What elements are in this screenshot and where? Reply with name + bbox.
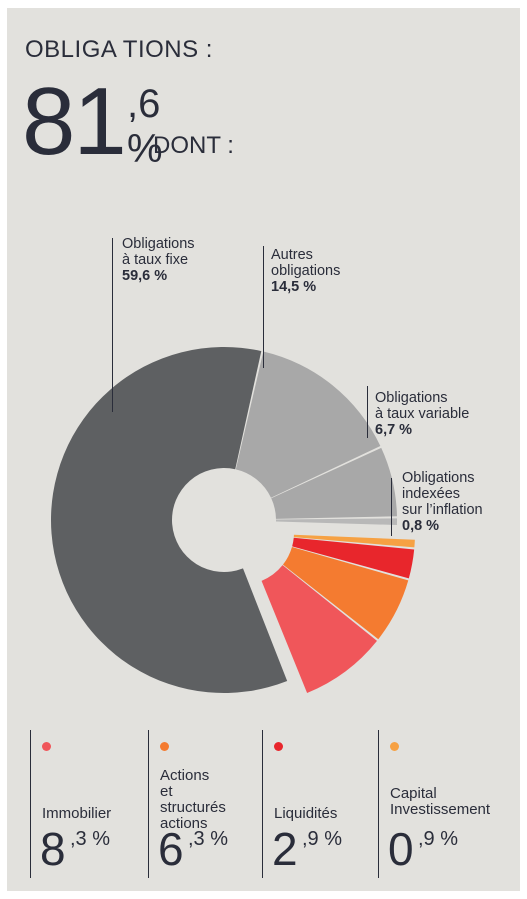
dont-label: DONT : [153,132,234,159]
callout-line-other-bonds [263,246,264,368]
legend-private-equity-swatch [390,742,399,751]
callout-line-fixed-rate [112,238,113,412]
legend-private-equity-name: Capital Investissement [390,786,490,818]
callout-line-variable-rate [367,386,368,438]
label-other-bonds: Autres obligations 14,5 % [271,247,340,295]
legend-cash-divider [262,730,263,878]
legend-equities-swatch [160,742,169,751]
legend-real-estate-swatch [42,742,51,751]
label-variable-rate-line2: à taux variable [375,406,470,422]
label-other-bonds-value: 14,5 % [271,279,317,295]
slice-fixed-rate [50,347,288,694]
label-inflation: Obligations indexées sur l’inflation 0,8… [402,470,483,534]
label-fixed-rate-line2: à taux fixe [122,252,189,268]
slice-other-bonds [235,351,381,498]
slice-variable-rate [271,447,397,519]
label-inflation-line2: indexées [402,486,461,502]
label-fixed-rate: Obligations à taux fixe 59,6 % [122,236,195,284]
legend-cash-decimal: ,9 % [302,828,343,850]
label-fixed-rate-value: 59,6 % [122,268,168,284]
label-variable-rate-value: 6,7 % [375,422,413,438]
legend-private-equity-name-line2: Investissement [390,801,491,818]
legend-private-equity-name-line1: Capital [390,785,437,802]
legend-equities-name-line3: actions [160,815,208,832]
label-variable-rate: Obligations à taux variable 6,7 % [375,390,469,438]
legend-equities-name-line2: et structurés [160,783,226,816]
legend-real-estate-name: Immobilier [42,805,112,822]
slice-cash [292,537,415,579]
label-inflation-value: 0,8 % [402,518,440,534]
slice-real-estate [261,565,378,693]
legend-equities-name-line1: Actions [160,767,210,784]
legend-real-estate-decimal: ,3 % [70,828,111,850]
legend-equities-divider [148,730,149,878]
slice-private-equity [293,534,415,548]
legend-cash-integer: 2 [272,823,298,875]
legend-private-equity-decimal: ,9 % [418,828,459,850]
legend-equities-decimal: ,3 % [188,828,229,850]
bonds-total-integer: 81 [22,68,127,175]
legend-equities-integer: 6 [158,823,184,875]
bonds-total-decimal: ,6 % [127,82,163,171]
legend-private-equity-integer: 0 [388,823,414,875]
legend-private-equity-divider [378,730,379,878]
slice-equities [282,547,409,640]
legend-cash-swatch [274,742,283,751]
legend-equities-name: Actions et structurés actions [160,768,226,832]
label-variable-rate-line1: Obligations [375,390,448,406]
slice-inflation-linked [275,518,397,526]
label-other-bonds-line1: Autres [271,247,313,263]
label-fixed-rate-line1: Obligations [122,236,195,252]
label-inflation-line3: sur l’inflation [402,502,483,518]
label-inflation-line1: Obligations [402,470,475,486]
legend-cash-name: Liquidités [274,805,338,822]
legend-real-estate-integer: 8 [40,823,66,875]
callout-line-inflation [391,478,392,536]
legend-real-estate-divider [30,730,31,878]
bonds-label: OBLIGA TIONS : [25,36,213,63]
label-other-bonds-line2: obligations [271,263,341,279]
